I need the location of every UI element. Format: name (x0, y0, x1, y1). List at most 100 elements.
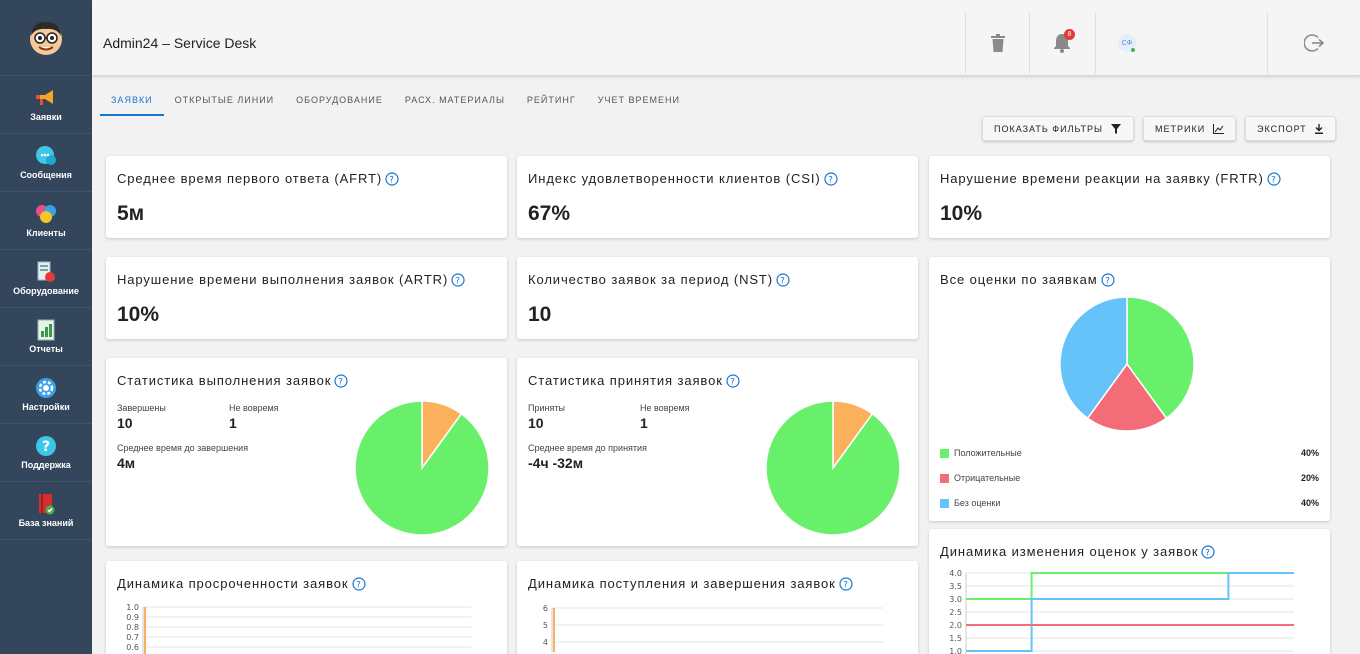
sidebar-item-equipment[interactable]: Оборудование (0, 250, 92, 308)
logo[interactable] (0, 0, 92, 76)
pie-slice-on-time[interactable] (354, 400, 490, 536)
nst-value: 10 (528, 303, 552, 326)
svg-text:?: ? (42, 439, 50, 455)
legend-label: Отрицательные (954, 473, 1021, 483)
late-label: Не вовремя (229, 403, 279, 413)
csi-title: Индекс удовлетворенности клиентов (CSI) (528, 171, 821, 186)
main-tabs: ЗАЯВКИ ОТКРЫТЫЕ ЛИНИИ ОБОРУДОВАНИЕ РАСХ.… (100, 90, 691, 116)
tab-time-tracking[interactable]: УЧЕТ ВРЕМЕНИ (597, 95, 680, 105)
metrics-button[interactable]: МЕТРИКИ (1143, 116, 1236, 141)
help-icon[interactable]: ? (1201, 544, 1216, 559)
artr-title: Нарушение времени выполнения заявок (ART… (117, 272, 449, 287)
card-title: Нарушение времени выполнения заявок (ART… (117, 272, 465, 287)
online-status-dot (1131, 48, 1135, 52)
afrt-value: 5м (117, 202, 145, 225)
top-header: Admin24 – Service Desk 8 СФ (92, 0, 1360, 76)
help-circle-icon: ? (35, 435, 57, 457)
sidebar-item-messages[interactable]: Сообщения (0, 134, 92, 192)
pie-slice-on-time[interactable] (765, 400, 901, 536)
user-menu[interactable]: СФ (1095, 12, 1267, 74)
sidebar-item-label: Сообщения (20, 170, 72, 180)
card-title: Количество заявок за период (NST) ? (528, 272, 790, 287)
acceptance-stats-card: Статистика принятия заявок ? Приняты 10 … (517, 358, 918, 546)
sidebar-item-label: Заявки (30, 112, 62, 122)
afrt-title: Среднее время первого ответа (AFRT) (117, 171, 383, 186)
logout-icon (1304, 34, 1324, 52)
gear-icon (35, 377, 57, 399)
help-icon[interactable]: ? (334, 373, 348, 388)
pie-slice-2[interactable] (1059, 296, 1128, 420)
notifications-button[interactable]: 8 (1029, 12, 1093, 74)
sidebar-item-label: Настройки (22, 402, 70, 412)
y-tick-label: 1.5 (949, 634, 962, 643)
sidebar-item-tickets[interactable]: Заявки (0, 76, 92, 134)
export-button[interactable]: ЭКСПОРТ (1245, 116, 1336, 141)
late-label: Не вовремя (640, 403, 690, 413)
y-tick-label: 2.5 (949, 608, 962, 617)
logout-button[interactable] (1267, 12, 1360, 74)
pie-slice-1[interactable] (1086, 362, 1168, 432)
frtr-card: Нарушение времени реакции на заявку (FRT… (929, 156, 1330, 238)
export-label: ЭКСПОРТ (1257, 123, 1307, 134)
sidebar-item-settings[interactable]: Настройки (0, 366, 92, 424)
mascot-avatar-icon (30, 21, 62, 55)
y-tick-label: 5 (543, 621, 548, 630)
csi-value: 67% (528, 202, 571, 225)
help-icon[interactable]: ? (351, 576, 366, 591)
legend-percent: 40% (1300, 448, 1319, 458)
sidebar-item-label: Клиенты (26, 228, 66, 238)
ratings-title: Все оценки по заявкам (940, 272, 1098, 287)
overdue-dynamics-chart: 1.00.90.80.70.6 (126, 603, 471, 654)
legend-percent: 20% (1300, 473, 1319, 483)
artr-value: 10% (117, 303, 160, 326)
clients-icon (35, 203, 57, 225)
tab-rating[interactable]: РЕЙТИНГ (526, 95, 576, 105)
series-line-1 (966, 572, 1294, 652)
help-icon[interactable]: ? (839, 576, 853, 591)
help-icon[interactable]: ? (726, 373, 740, 388)
sidebar-item-label: Оборудование (13, 286, 79, 296)
sidebar-item-support[interactable]: ? Поддержка (0, 424, 92, 482)
help-icon[interactable]: ? (451, 272, 465, 287)
help-icon[interactable]: ? (823, 171, 838, 186)
tab-consumables[interactable]: РАСХ. МАТЕРИАЛЫ (404, 95, 505, 105)
tab-tickets[interactable]: ЗАЯВКИ (100, 90, 164, 116)
rating-dynamics-card: Динамика изменения оценок у заявок ? 4.0… (929, 529, 1330, 654)
sidebar-item-reports[interactable]: Отчеты (0, 308, 92, 366)
accepted-value: 10 (528, 415, 544, 431)
tab-open-lines[interactable]: ОТКРЫТЫЕ ЛИНИИ (174, 95, 275, 105)
help-icon[interactable]: ? (385, 171, 399, 186)
acceptance-pie-chart (765, 400, 901, 536)
tab-equipment[interactable]: ОБОРУДОВАНИЕ (296, 95, 383, 105)
ratings-card: Все оценки по заявкам ? Положительные 40… (929, 257, 1330, 521)
help-icon[interactable]: ? (776, 272, 790, 287)
nst-title: Количество заявок за период (NST) (528, 272, 774, 287)
accepted-label: Приняты (528, 403, 565, 413)
help-icon[interactable]: ? (1267, 171, 1281, 186)
sidebar-item-clients[interactable]: Клиенты (0, 192, 92, 250)
show-filters-button[interactable]: ПОКАЗАТЬ ФИЛЬТРЫ (982, 116, 1134, 141)
y-tick-label: 2.0 (949, 621, 962, 630)
avatar: СФ (1118, 34, 1136, 52)
legend-row-unrated: Без оценки 40% (940, 497, 1319, 509)
y-tick-label: 3.5 (949, 582, 962, 591)
avg-time-label: Среднее время до завершения (117, 443, 249, 453)
y-tick-label: 0.6 (126, 643, 139, 652)
pie-slice-0[interactable] (1126, 296, 1195, 420)
trash-button[interactable] (965, 12, 1029, 74)
report-icon (35, 319, 57, 341)
avg-time-label: Среднее время до принятия (528, 443, 647, 453)
y-tick-label: 6 (543, 604, 548, 613)
card-title: Среднее время первого ответа (AFRT) ? (117, 171, 399, 186)
artr-card: Нарушение времени выполнения заявок (ART… (106, 257, 507, 339)
line-chart-icon (1213, 123, 1225, 134)
help-icon[interactable]: ? (1100, 272, 1115, 287)
sidebar-item-label: База знаний (18, 518, 74, 528)
sidebar-item-label: Поддержка (21, 460, 71, 470)
card-title: Статистика выполнения заявок ? (117, 373, 348, 388)
sidebar-item-label: Отчеты (29, 344, 63, 354)
svg-text:?: ? (1271, 175, 1277, 185)
done-label: Завершены (117, 403, 166, 413)
equipment-icon (35, 261, 57, 283)
sidebar-item-knowledge-base[interactable]: База знаний (0, 482, 92, 540)
